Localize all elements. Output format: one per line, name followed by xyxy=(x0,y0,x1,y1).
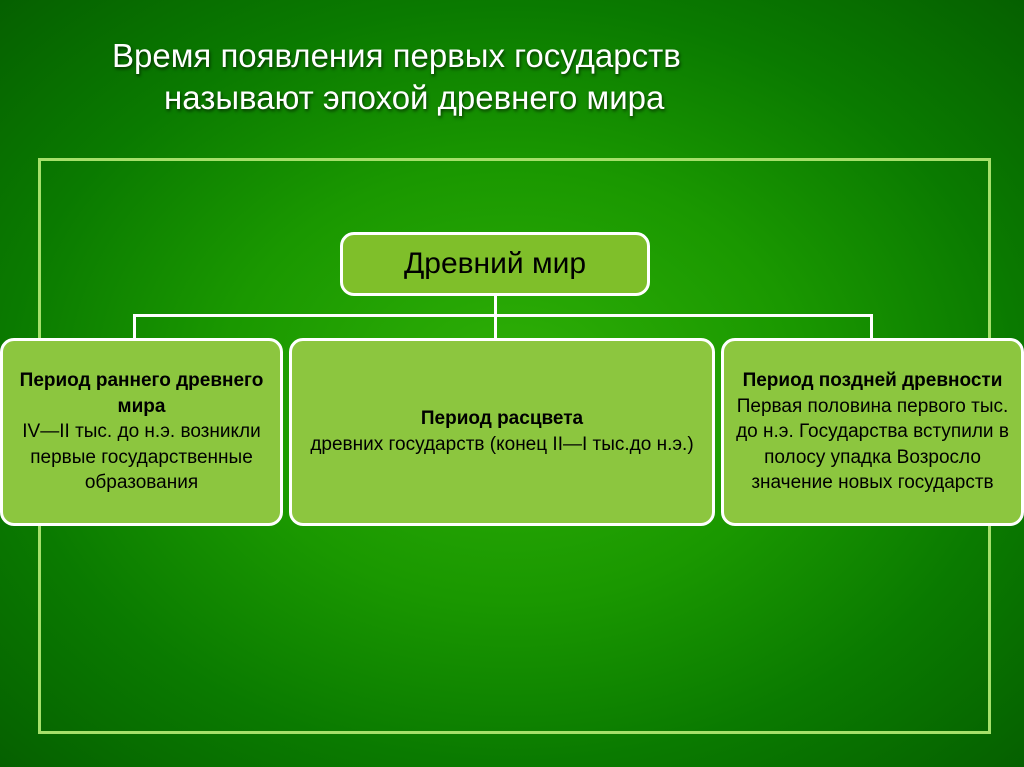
child-1-body: IV—II тыс. до н.э. возникли первые госуд… xyxy=(11,419,272,496)
child-3-body: Первая половина первого тыс. до н.э. Гос… xyxy=(732,394,1013,497)
child-node-3: Период поздней древности Первая половина… xyxy=(721,338,1024,526)
connector-trunk xyxy=(494,296,497,314)
title-line-1: Время появления первых государств xyxy=(112,35,681,77)
connector-drop-2 xyxy=(494,314,497,338)
connector-drop-1 xyxy=(133,314,136,338)
connector-drop-3 xyxy=(870,314,873,338)
root-node: Древний мир xyxy=(340,232,650,296)
child-1-title: Период раннего древнего мира xyxy=(11,368,272,419)
root-node-label: Древний мир xyxy=(404,247,586,281)
child-node-2: Период расцвета древних государств (коне… xyxy=(289,338,715,526)
child-2-body: древних государств (конец II—I тыс.до н.… xyxy=(310,432,693,458)
child-node-1: Период раннего древнего мира IV—II тыс. … xyxy=(0,338,283,526)
child-2-title: Период расцвета xyxy=(421,406,583,432)
title-line-2: называют эпохой древнего мира xyxy=(164,77,733,119)
slide-title: Время появления первых государств называ… xyxy=(112,35,681,119)
connector-hbar xyxy=(133,314,873,317)
child-3-title: Период поздней древности xyxy=(743,368,1003,394)
